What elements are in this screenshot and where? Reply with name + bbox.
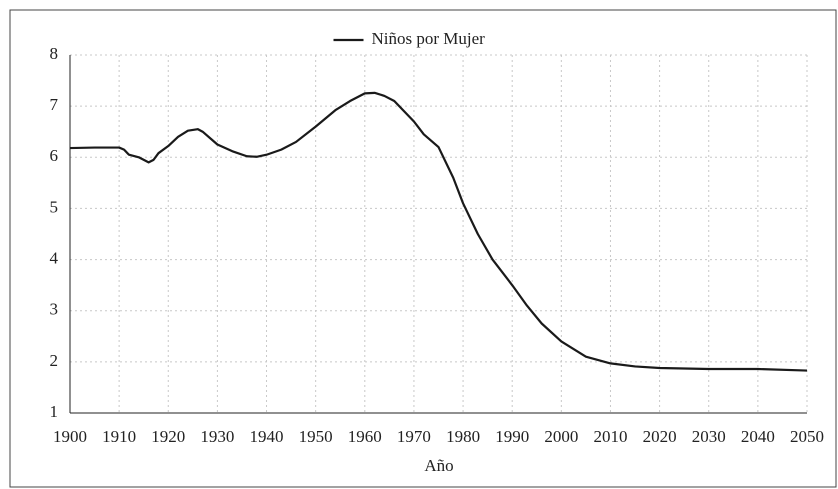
y-tick-label: 2	[50, 351, 59, 370]
y-tick-label: 3	[50, 300, 59, 319]
x-axis-label: Año	[424, 456, 453, 475]
x-tick-label: 2020	[643, 427, 677, 446]
y-tick-label: 6	[50, 146, 59, 165]
y-tick-label: 7	[50, 95, 59, 114]
y-tick-label: 1	[50, 402, 59, 421]
x-tick-label: 1990	[495, 427, 529, 446]
x-tick-label: 1980	[446, 427, 480, 446]
x-tick-label: 1940	[250, 427, 284, 446]
y-tick-label: 4	[50, 248, 59, 267]
x-tick-label: 2000	[544, 427, 578, 446]
x-tick-label: 1930	[200, 427, 234, 446]
x-tick-label: 2010	[593, 427, 627, 446]
x-tick-label: 1920	[151, 427, 185, 446]
x-tick-label: 1910	[102, 427, 136, 446]
line-series	[69, 91, 808, 372]
x-tick-label: 2040	[741, 427, 775, 446]
x-tick-label: 1960	[348, 427, 382, 446]
x-tick-label: 1900	[53, 427, 87, 446]
x-tick-label: 2050	[790, 427, 824, 446]
x-tick-label: 2030	[692, 427, 726, 446]
x-tick-label: 1970	[397, 427, 431, 446]
frame	[9, 9, 837, 488]
y-tick-label: 5	[50, 197, 59, 216]
y-tick-label: 8	[50, 44, 59, 63]
x-tick-label: 1950	[299, 427, 333, 446]
legend-label: Niños por Mujer	[372, 29, 486, 48]
